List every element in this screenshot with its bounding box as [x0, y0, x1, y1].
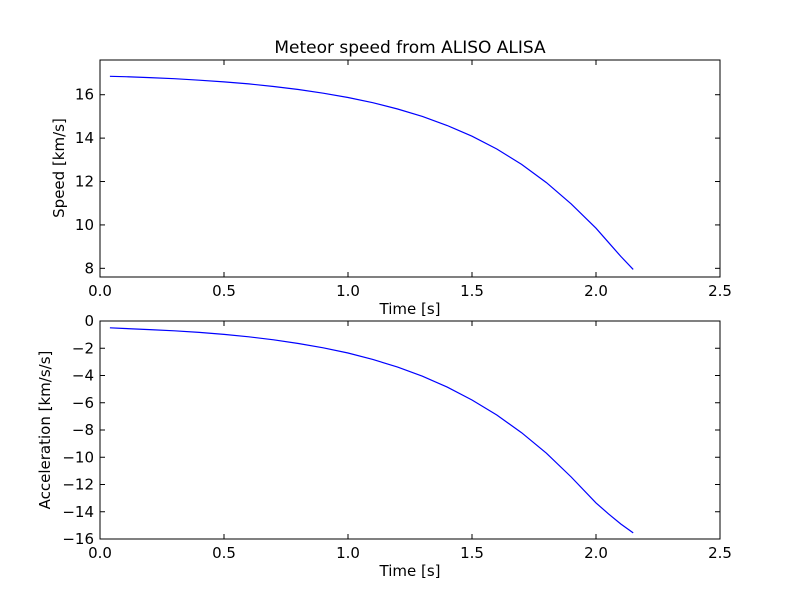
speed-x-tick-label: 1.0: [336, 282, 360, 300]
speed-y-tick-label: 14: [75, 129, 94, 147]
speed-x-axis-label: Time [s]: [379, 300, 441, 318]
acceleration-y-tick-label: −14: [62, 503, 94, 521]
acceleration-x-tick-label: 2.0: [584, 544, 608, 562]
acceleration-y-tick-label: −6: [72, 394, 94, 412]
acceleration-x-tick-label: 0.5: [212, 544, 236, 562]
speed-axes: Time [s] Speed [km/s] 0.0 0.5 1.0 1.5 2.0 2.5…: [50, 59, 732, 318]
acceleration-x-tick-label: 2.5: [708, 544, 732, 562]
acceleration-x-axis-label: Time [s]: [379, 562, 441, 580]
acceleration-y-tick-label: −2: [72, 339, 94, 357]
acceleration-x-tick-label: 1.5: [460, 544, 484, 562]
speed-x-tick-label: 2.5: [708, 282, 732, 300]
acceleration-y-tick-label: −12: [62, 476, 94, 494]
speed-y-tick-label: 12: [75, 173, 94, 191]
acceleration-y-tick-label: −4: [72, 367, 94, 385]
speed-x-tick-label: 1.5: [460, 282, 484, 300]
acceleration-y-tick-label: −16: [62, 530, 94, 548]
speed-x-tick-label: 0.0: [88, 282, 112, 300]
speed-series-line: [109, 75, 634, 270]
acceleration-y-tick-label: −10: [62, 448, 94, 466]
acceleration-axes: Time [s] Acceleration [km/s/s] 0.0 0.5 1.0…: [36, 312, 732, 580]
speed-y-tick-label: 10: [75, 216, 94, 234]
acceleration-x-tick-label: 1.0: [336, 544, 360, 562]
speed-y-axis-label: Speed [km/s]: [50, 118, 68, 218]
speed-x-tick-label: 2.0: [584, 282, 608, 300]
chart-title: Meteor speed from ALISO ALISA: [274, 38, 546, 58]
speed-y-tick-label: 8: [84, 259, 94, 277]
acceleration-x-tick-label: 0.0: [88, 544, 112, 562]
acceleration-y-tick-label: −8: [72, 421, 94, 439]
speed-plot-frame: [99, 59, 721, 278]
speed-x-tick-label: 0.5: [212, 282, 236, 300]
acceleration-y-tick-label: 0: [84, 312, 94, 330]
speed-y-tick-label: 16: [75, 86, 94, 104]
acceleration-y-axis-label: Acceleration [km/s/s]: [36, 351, 54, 510]
acceleration-series-line: [109, 327, 634, 534]
